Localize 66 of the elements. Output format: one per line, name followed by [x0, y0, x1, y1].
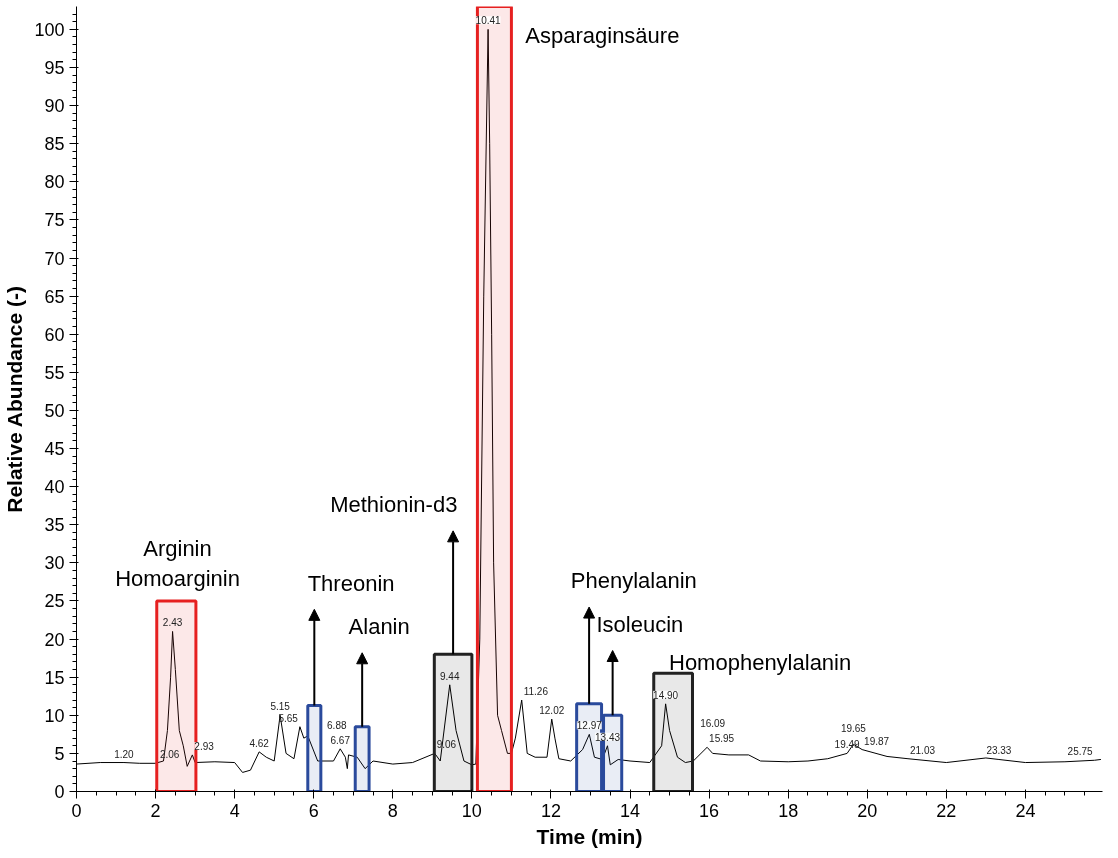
band-label: Isoleucin: [596, 611, 684, 637]
y-tick-label: 45: [44, 439, 65, 460]
annotation: 19.49: [834, 739, 861, 751]
x-tick-label: 14: [620, 800, 641, 821]
annotation: 6.88: [327, 719, 347, 731]
y-tick-label: 90: [44, 96, 65, 117]
y-tick-label: 70: [44, 248, 65, 269]
band-label: Arginin Homoarginin: [115, 536, 240, 592]
y-tick-label: 40: [44, 477, 65, 498]
annotation: 15.95: [709, 733, 735, 745]
x-tick-label: 4: [229, 800, 240, 821]
x-tick-label: 18: [778, 800, 799, 821]
band-label: Phenylalanin: [570, 568, 697, 594]
x-tick-label: 8: [387, 800, 398, 821]
x-axis-title: Time (min): [536, 824, 643, 848]
x-tick-label: 2: [150, 800, 161, 821]
y-tick-label: 95: [44, 57, 65, 78]
y-tick-label: 100: [34, 19, 65, 40]
annotation: 2.43: [162, 617, 183, 629]
annotation: 12.97: [576, 720, 603, 732]
band-label: Methionin-d3: [330, 492, 458, 518]
band-label: Asparaginsäure: [525, 23, 680, 49]
band-label: Threonin: [307, 570, 395, 596]
y-tick-label: 10: [44, 705, 65, 726]
annotation: 25.75: [1067, 746, 1094, 758]
band-label: Alanin: [348, 614, 410, 640]
annotation: 5.15: [270, 701, 291, 713]
annotation: 9.44: [440, 670, 460, 682]
annotation: 11.26: [523, 686, 549, 698]
x-tick-label: 24: [1015, 800, 1036, 821]
annotation: 13.43: [594, 731, 621, 743]
y-tick-label: 25: [44, 591, 65, 612]
y-tick-label: 50: [44, 400, 65, 421]
y-tick-label: 35: [44, 515, 65, 536]
y-tick-label: 0: [54, 782, 65, 802]
y-tick-label: 55: [44, 362, 65, 383]
annotation: 19.87: [864, 735, 890, 747]
annotation: 6.67: [330, 734, 351, 746]
annotation: 1.20: [114, 748, 135, 760]
annotation: 4.62: [249, 737, 270, 749]
y-tick-label: 30: [44, 553, 65, 574]
y-tick-label: 5: [54, 743, 65, 764]
annotation: 12.02: [539, 705, 565, 717]
y-axis-title: Relative Abundance (-): [3, 286, 27, 513]
y-tick-label: 75: [44, 210, 65, 231]
x-tick-label: 16: [699, 800, 720, 821]
x-tick-label: 20: [857, 800, 878, 821]
annotation: 14.90: [653, 689, 679, 701]
annotation: 23.33: [986, 745, 1012, 757]
y-tick-label: 20: [44, 629, 65, 650]
x-tick-label: 22: [936, 800, 957, 821]
y-tick-label: 85: [44, 134, 65, 155]
band-label: Homophenylalanin: [668, 649, 852, 675]
annotation: 19.65: [840, 723, 867, 735]
y-tick-label: 60: [44, 324, 65, 345]
annotation: 21.03: [909, 744, 936, 756]
annotation: 10.41: [475, 15, 502, 27]
x-tick-label: 6: [308, 800, 319, 821]
annotation: 2.93: [194, 740, 215, 752]
x-tick-label: 12: [540, 800, 561, 821]
x-tick-label: 0: [71, 800, 82, 821]
y-tick-label: 80: [44, 172, 65, 193]
annotation: 16.09: [700, 718, 726, 730]
x-tick-label: 10: [461, 800, 482, 821]
y-tick-label: 65: [44, 286, 65, 307]
y-tick-label: 15: [44, 667, 65, 688]
